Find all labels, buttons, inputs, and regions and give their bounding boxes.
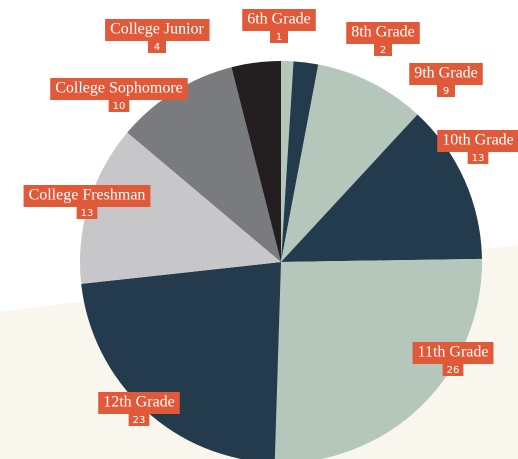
category-label: 10th Grade	[442, 132, 514, 149]
category-label: 8th Grade	[351, 24, 415, 41]
value-box	[128, 414, 150, 426]
value-box	[442, 364, 464, 376]
pie-slice	[231, 61, 281, 262]
value-label: 26	[447, 365, 460, 376]
category-label: 6th Grade	[247, 11, 311, 28]
pie-slice	[281, 114, 482, 262]
label-box	[50, 78, 188, 100]
value-box	[108, 100, 130, 112]
category-label: 11th Grade	[418, 344, 489, 361]
category-label: College Junior	[110, 21, 204, 38]
label-box	[409, 63, 483, 85]
value-label: 1	[276, 32, 282, 43]
value-box	[148, 41, 166, 53]
labels: 6th Grade 1 8th Grade 2 9th Grade 9 10th Grade…	[23, 9, 518, 426]
value-box	[374, 44, 392, 56]
value-box	[76, 207, 98, 219]
value-label: 13	[81, 208, 94, 219]
label-box	[23, 185, 151, 207]
value-label: 10	[113, 101, 126, 112]
value-box	[437, 85, 455, 97]
category-label: 9th Grade	[414, 65, 478, 82]
pie	[80, 61, 482, 459]
pie-slice	[81, 262, 281, 459]
value-label: 2	[380, 45, 386, 56]
pie-slice	[127, 67, 281, 262]
value-box	[270, 31, 288, 43]
label-box	[242, 9, 316, 31]
label-box	[98, 392, 180, 414]
label-box	[437, 130, 518, 152]
value-label: 9	[443, 86, 449, 97]
pie-slice	[281, 61, 294, 262]
value-label: 23	[133, 415, 146, 426]
value-label: 13	[472, 153, 485, 164]
pie-slice	[281, 64, 418, 262]
pie-slice	[80, 132, 282, 284]
label-box	[346, 22, 420, 44]
category-label: College Freshman	[29, 187, 146, 204]
value-label: 4	[154, 42, 160, 53]
category-label: 12th Grade	[103, 394, 175, 411]
pie-slice	[274, 258, 482, 459]
label-box	[412, 342, 494, 364]
category-label: College Sophomore	[55, 80, 183, 97]
pie-slice	[281, 61, 319, 262]
label-box	[105, 19, 210, 41]
value-box	[467, 152, 489, 164]
